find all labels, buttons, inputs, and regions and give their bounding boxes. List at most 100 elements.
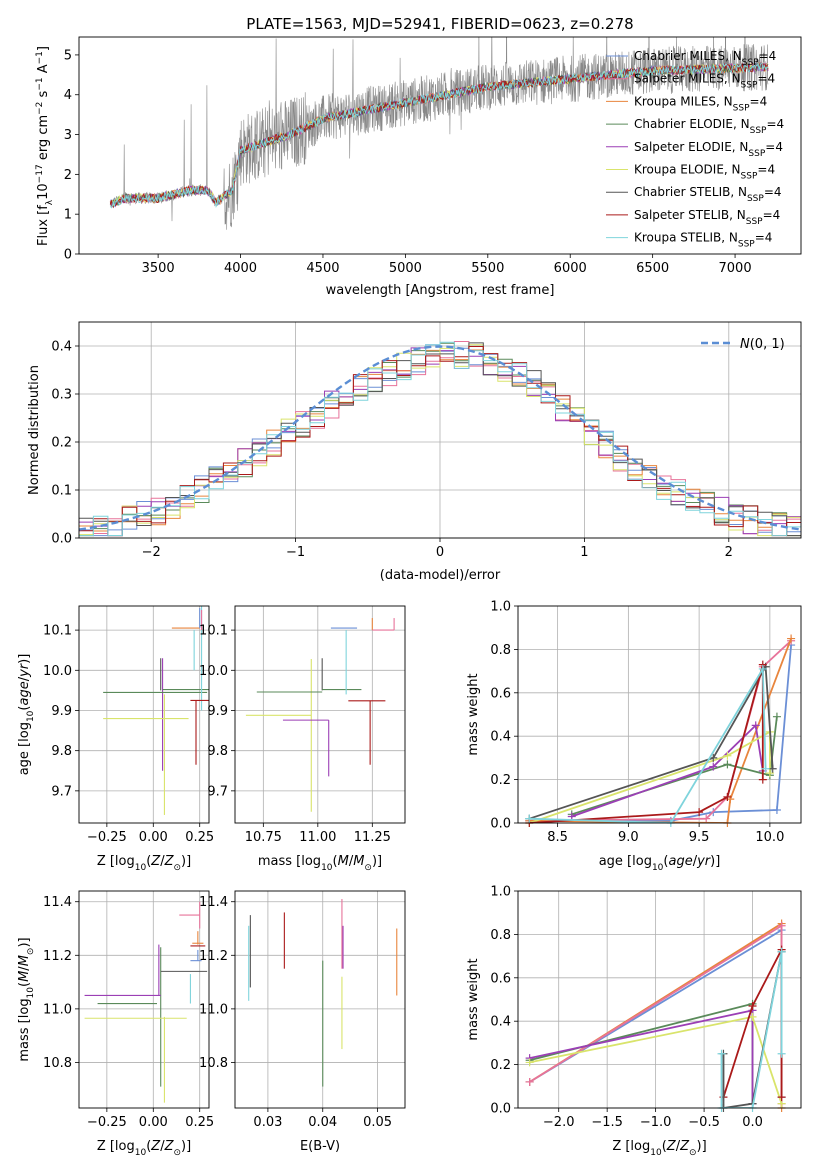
tick-label-x: 10.75 (245, 830, 282, 845)
error-bar-point (245, 659, 312, 812)
tick-label-y: 0.4 (490, 730, 511, 745)
age_vs_Z-axes: −0.25 0.00 0.25 9.7 9.8 9.9 10.0 10.1 (43, 606, 214, 845)
tick-label-y: 1.0 (490, 885, 511, 900)
x-axis-label: mass [log10(M/M⊙)] (258, 854, 382, 873)
residual-histogram-step (79, 341, 801, 537)
x-axis-label: E(B-V) (300, 1139, 340, 1154)
tick-label-x: 0.03 (253, 1115, 282, 1130)
weight_vs_Z-axes: −2.0 −1.5 −1.0 −0.5 0.0 0.0 0.2 0.4 0.6 0.8 1.0 (490, 885, 801, 1130)
weight-series-line (529, 638, 792, 823)
weight-series-line (529, 665, 767, 823)
tick-label-x: 4500 (306, 261, 339, 276)
tick-label-y: 11.2 (43, 949, 72, 964)
tick-label-y: 0.4 (490, 1015, 511, 1030)
tick-label-y: 11.0 (43, 1002, 72, 1017)
y-axis-label: Normed distribution (27, 365, 42, 495)
weight-marker (768, 764, 777, 773)
tick-label-y: 0.0 (490, 1102, 511, 1117)
tick-label-x: 0 (436, 545, 444, 560)
residuals-frame (78, 321, 802, 539)
weight-marker (758, 775, 767, 784)
tick-label-x: −0.25 (87, 1115, 127, 1130)
x-axis-label: Z [log10(Z/Z⊙)] (97, 854, 191, 873)
tick-label-x: 3500 (142, 261, 175, 276)
tick-label-y: 0.0 (51, 532, 72, 547)
tick-label-y: 10.8 (199, 1056, 228, 1071)
tick-label-y: 3 (64, 128, 72, 143)
tick-label-y: 1 (64, 208, 72, 223)
spectrum-axes: 3500 4000 4500 5000 5500 6000 6500 7000 0 1 2 3 4 5 (64, 37, 769, 276)
weight-marker (777, 1049, 786, 1058)
tick-label-y: 0.1 (51, 484, 72, 499)
tick-label-x: −1.0 (640, 1115, 672, 1130)
tick-label-y: 0.6 (490, 971, 511, 986)
tick-label-x: −2.0 (543, 1115, 575, 1130)
weight-marker (702, 814, 711, 823)
tick-label-x: −1 (286, 545, 305, 560)
residuals-axes: −2 −1 0 1 2 0.0 0.1 0.2 0.3 0.4 (51, 322, 801, 560)
error-bar-point (282, 719, 330, 777)
weight-marker (777, 1093, 786, 1102)
chart-title: PLATE=1563, MJD=52941, FIBERID=0623, z=0… (246, 15, 633, 33)
x-axis-label: Z [log10(Z/Z⊙)] (612, 1139, 706, 1158)
weight-marker (723, 760, 732, 769)
legend-label: Salpeter MILES, NSSP=4 (634, 72, 775, 91)
weight-marker (723, 792, 732, 801)
tick-label-y: 11.4 (199, 895, 228, 910)
mass_vs_EBV-frame (234, 890, 406, 1109)
tick-label-y: 0.0 (490, 817, 511, 832)
x-axis-label: (data-model)/error (380, 568, 501, 583)
tick-label-x: 11.25 (354, 830, 391, 845)
weight-marker (717, 1049, 726, 1058)
y-axis-label: mass weight (466, 958, 481, 1040)
model-spectrum-line (109, 62, 769, 209)
tick-label-x: 0.05 (363, 1115, 392, 1130)
tick-label-x: 0.25 (185, 1115, 214, 1130)
tick-label-y: 10.1 (199, 624, 228, 639)
weight-marker (525, 1058, 534, 1067)
tick-label-x: 7000 (719, 261, 752, 276)
tick-label-y: 0.8 (490, 643, 511, 658)
weight-marker (525, 1077, 534, 1086)
weight-series-line (529, 663, 774, 820)
tick-label-y: 10.1 (43, 624, 72, 639)
error-bar-point (103, 694, 189, 815)
tick-label-y: 0.8 (490, 928, 511, 943)
tick-label-y: 9.7 (51, 784, 72, 799)
tick-label-y: 0.2 (490, 773, 511, 788)
tick-label-x: −0.25 (87, 830, 127, 845)
tick-label-y: 4 (64, 88, 72, 103)
y-axis-label: age [log10(age/yr)] (17, 654, 36, 776)
tick-label-x: 10.0 (755, 830, 784, 845)
tick-label-x: 0.00 (139, 830, 168, 845)
error-bar-point (372, 618, 395, 631)
weight-series-line (571, 723, 764, 818)
weight-series-line (720, 951, 783, 1108)
tick-label-x: 8.5 (547, 830, 568, 845)
tick-label-y: 11.0 (199, 1002, 228, 1017)
weight-series-line (529, 640, 792, 822)
tick-label-x: 9.5 (689, 830, 710, 845)
tick-label-y: 10.0 (199, 664, 228, 679)
weight-marker (772, 805, 781, 814)
weight-marker (748, 1002, 757, 1011)
mass_vs_Z-axes: −0.25 0.00 0.25 10.8 11.0 11.2 11.4 (43, 891, 214, 1130)
weight-marker (695, 808, 704, 817)
tick-label-x: 1 (580, 545, 588, 560)
weight-marker (525, 814, 534, 823)
spectrum-frame (78, 36, 802, 255)
x-axis-label: Z [log10(Z/Z⊙)] (97, 1139, 191, 1158)
tick-label-y: 1.0 (490, 600, 511, 615)
weight-marker (772, 712, 781, 721)
tick-label-y: 2 (64, 168, 72, 183)
weight-series-line (529, 730, 771, 823)
tick-label-x: −1.5 (591, 1115, 623, 1130)
weight-marker (765, 769, 774, 778)
tick-label-y: 9.9 (51, 704, 72, 719)
tick-label-x: 5000 (389, 261, 422, 276)
weight-marker (761, 764, 770, 773)
legend-label: Kroupa STELIB, NSSP=4 (634, 231, 772, 250)
x-axis-label: wavelength [Angstrom, rest frame] (326, 283, 555, 298)
tick-label-y: 9.8 (207, 744, 228, 759)
